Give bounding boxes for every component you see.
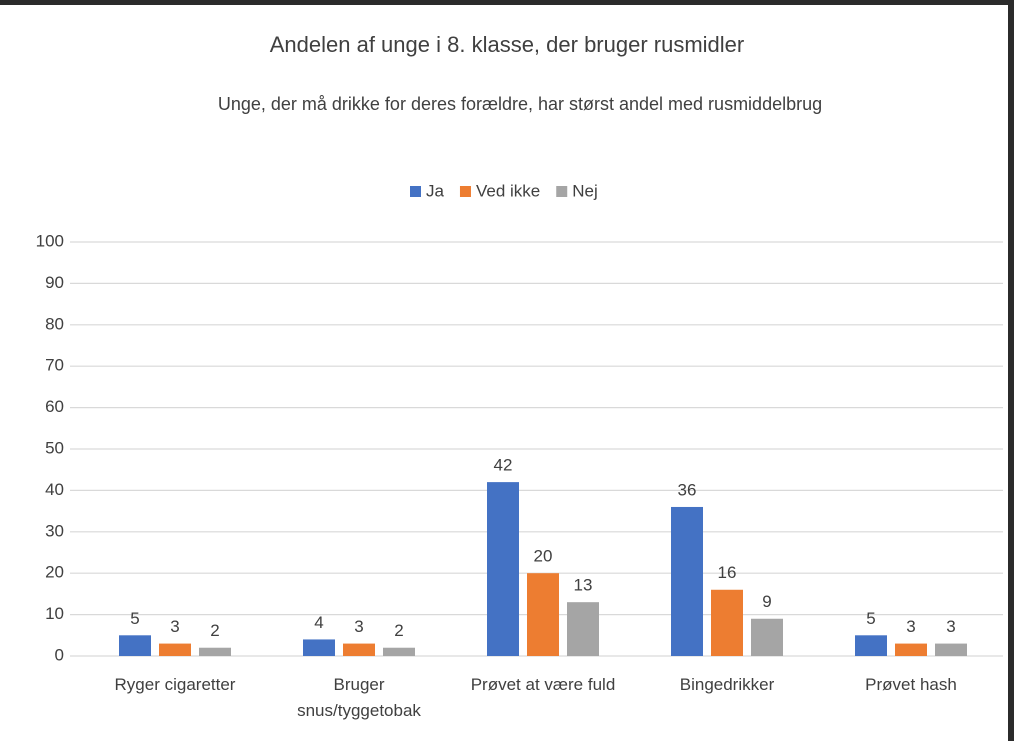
y-tick-label: 80: [45, 314, 64, 333]
bar: [159, 643, 191, 656]
y-tick-label: 60: [45, 397, 64, 416]
value-label: 3: [906, 617, 915, 636]
value-label: 2: [394, 621, 403, 640]
value-label: 36: [678, 480, 697, 499]
y-tick-label: 30: [45, 521, 64, 540]
legend-swatch: [410, 186, 421, 197]
value-label: 16: [718, 563, 737, 582]
y-tick-label: 50: [45, 438, 64, 457]
bar: [671, 506, 703, 656]
value-label: 4: [314, 613, 323, 632]
x-tick-label: Prøvet hash: [865, 675, 957, 694]
bar: [199, 647, 231, 656]
bar: [895, 643, 927, 656]
legend-swatch: [556, 186, 568, 197]
value-label: 3: [354, 617, 363, 636]
legend-label: Nej: [572, 181, 598, 200]
bar: [487, 482, 519, 656]
bar: [935, 643, 967, 656]
legend-label: Ja: [426, 181, 445, 200]
y-tick-label: 40: [45, 480, 64, 499]
bar: [855, 635, 887, 656]
y-tick-label: 90: [45, 273, 64, 292]
y-tick-label: 20: [45, 563, 64, 582]
y-tick-label: 10: [45, 604, 64, 623]
y-tick-label: 100: [36, 231, 64, 250]
bar: [567, 602, 599, 656]
value-label: 9: [762, 592, 771, 611]
legend-label: Ved ikke: [476, 181, 540, 200]
value-label: 5: [130, 609, 139, 628]
value-label: 20: [534, 547, 553, 566]
x-tick-label: Bingedrikker: [680, 675, 775, 694]
bar: [527, 573, 559, 656]
bar: [711, 589, 743, 656]
bar: [343, 643, 375, 656]
value-label: 3: [946, 617, 955, 636]
bar: [383, 647, 415, 656]
value-label: 13: [574, 576, 593, 595]
value-label: 2: [210, 621, 219, 640]
x-tick-label: Ryger cigaretter: [115, 675, 236, 694]
y-tick-label: 0: [55, 645, 64, 664]
value-label: 3: [170, 617, 179, 636]
chart-subtitle: Unge, der må drikke for deres forældre, …: [217, 94, 823, 114]
bar: [751, 618, 783, 656]
legend: Ja Ved ikke Nej: [410, 181, 598, 200]
x-tick-label: Prøvet at være fuld: [471, 675, 616, 694]
bar: [303, 639, 335, 656]
legend-swatch: [459, 186, 471, 197]
y-tick-label: 70: [45, 356, 64, 375]
value-label: 42: [494, 456, 513, 475]
x-tick-label: Bruger snus/tyggetobak: [297, 675, 421, 720]
chart-title: Andelen af unge i 8. klasse, der bruger …: [269, 32, 745, 57]
value-label: 5: [866, 609, 875, 628]
bar: [119, 635, 151, 656]
